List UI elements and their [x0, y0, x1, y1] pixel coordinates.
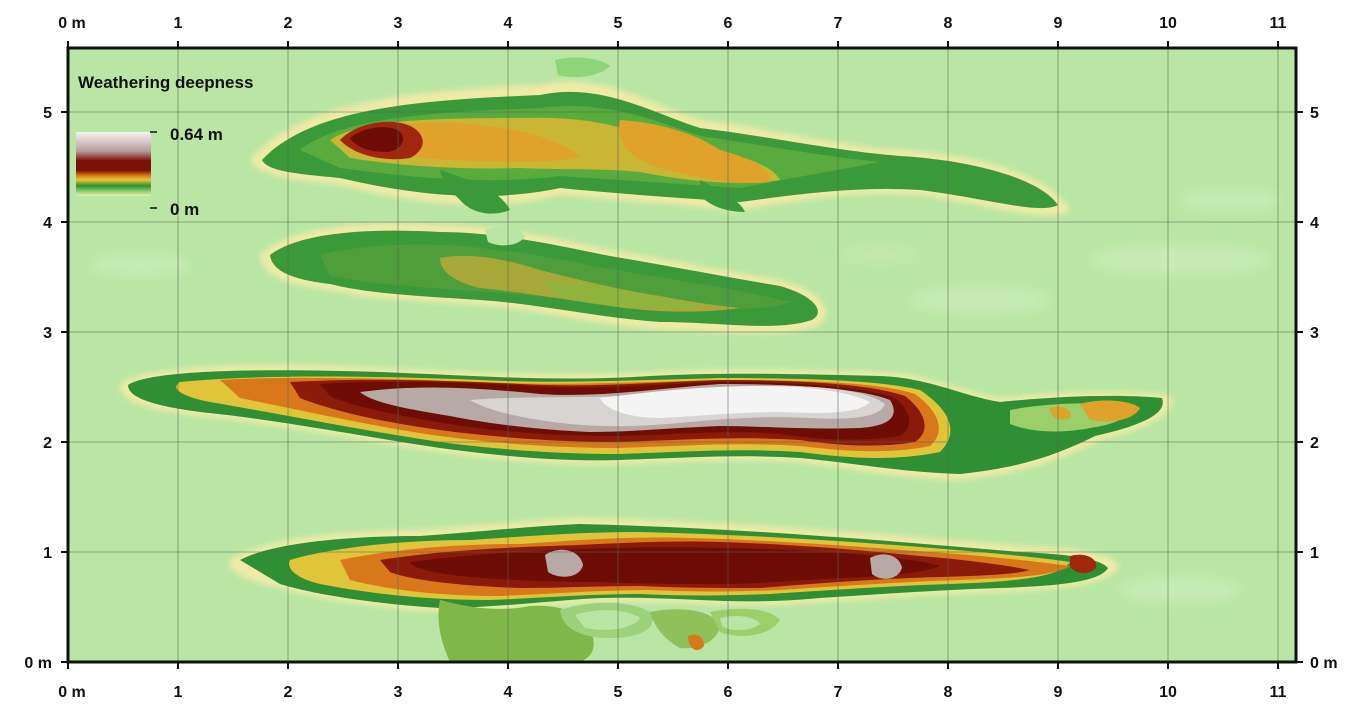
x-tick-label-bottom-2: 2 — [284, 684, 293, 701]
x-tick-label-top-0: 0 m — [58, 15, 86, 32]
map-frame — [66, 46, 1298, 664]
grid-lines — [68, 48, 1296, 662]
legend: Weathering deepness 0.64 m 0 m — [76, 73, 253, 219]
x-axis-bottom-labels: 0 m 1 2 3 4 5 6 7 8 9 10 11 — [58, 684, 1286, 701]
x-tick-label-top-2: 2 — [284, 15, 293, 32]
x-tick-label-bottom-5: 5 — [614, 684, 623, 701]
x-tick-label-top-10: 10 — [1159, 15, 1177, 32]
x-tick-label-bottom-9: 9 — [1054, 684, 1063, 701]
zone-second-strip — [260, 223, 826, 334]
weathering-zones — [90, 57, 1280, 662]
y-tick-label-right-4: 4 — [1310, 215, 1319, 232]
y-tick-label-left-3: 3 — [43, 325, 52, 342]
x-tick-label-bottom-7: 7 — [834, 684, 843, 701]
x-tick-label-top-4: 4 — [504, 15, 513, 32]
y-tick-label-right-0: 0 m — [1310, 655, 1338, 672]
zone-middle-strip — [119, 365, 1172, 480]
y-axis-left-labels: 0 m 1 2 3 4 5 — [24, 105, 52, 672]
x-tick-label-bottom-0: 0 m — [58, 684, 86, 701]
x-tick-label-top-1: 1 — [174, 15, 183, 32]
x-tick-label-bottom-4: 4 — [504, 684, 513, 701]
zone-top-strip — [250, 57, 1070, 216]
x-axis-top-labels: 0 m 1 2 3 4 5 6 7 8 9 10 11 — [58, 15, 1286, 32]
x-tick-label-top-8: 8 — [944, 15, 953, 32]
y-tick-label-right-2: 2 — [1310, 435, 1319, 452]
y-tick-label-right-1: 1 — [1310, 545, 1319, 562]
axis-ticks — [61, 41, 1303, 669]
legend-max-label: 0.64 m — [170, 125, 223, 144]
y-tick-label-left-0: 0 m — [24, 655, 52, 672]
x-tick-label-top-7: 7 — [834, 15, 843, 32]
x-tick-label-bottom-8: 8 — [944, 684, 953, 701]
x-tick-label-top-3: 3 — [394, 15, 403, 32]
x-tick-label-bottom-3: 3 — [394, 684, 403, 701]
legend-title: Weathering deepness — [78, 73, 253, 92]
y-tick-label-right-5: 5 — [1310, 105, 1319, 122]
y-axis-right-labels: 0 m 1 2 3 4 5 — [1310, 105, 1338, 672]
x-tick-label-top-5: 5 — [614, 15, 623, 32]
y-tick-label-right-3: 3 — [1310, 325, 1319, 342]
x-tick-label-bottom-6: 6 — [724, 684, 733, 701]
x-tick-label-top-9: 9 — [1054, 15, 1063, 32]
y-tick-label-left-4: 4 — [43, 215, 52, 232]
y-tick-label-left-5: 5 — [43, 105, 52, 122]
y-tick-label-left-2: 2 — [43, 435, 52, 452]
x-tick-label-bottom-1: 1 — [174, 684, 183, 701]
x-tick-label-top-6: 6 — [724, 15, 733, 32]
legend-min-label: 0 m — [170, 200, 199, 219]
x-tick-label-bottom-10: 10 — [1159, 684, 1177, 701]
zone-bottom-strip — [229, 518, 1120, 662]
light-background-patches — [90, 190, 1280, 602]
x-tick-label-top-11: 11 — [1270, 15, 1287, 32]
y-tick-label-left-1: 1 — [43, 545, 52, 562]
legend-color-ramp — [76, 132, 151, 196]
x-tick-label-bottom-11: 11 — [1270, 684, 1287, 701]
